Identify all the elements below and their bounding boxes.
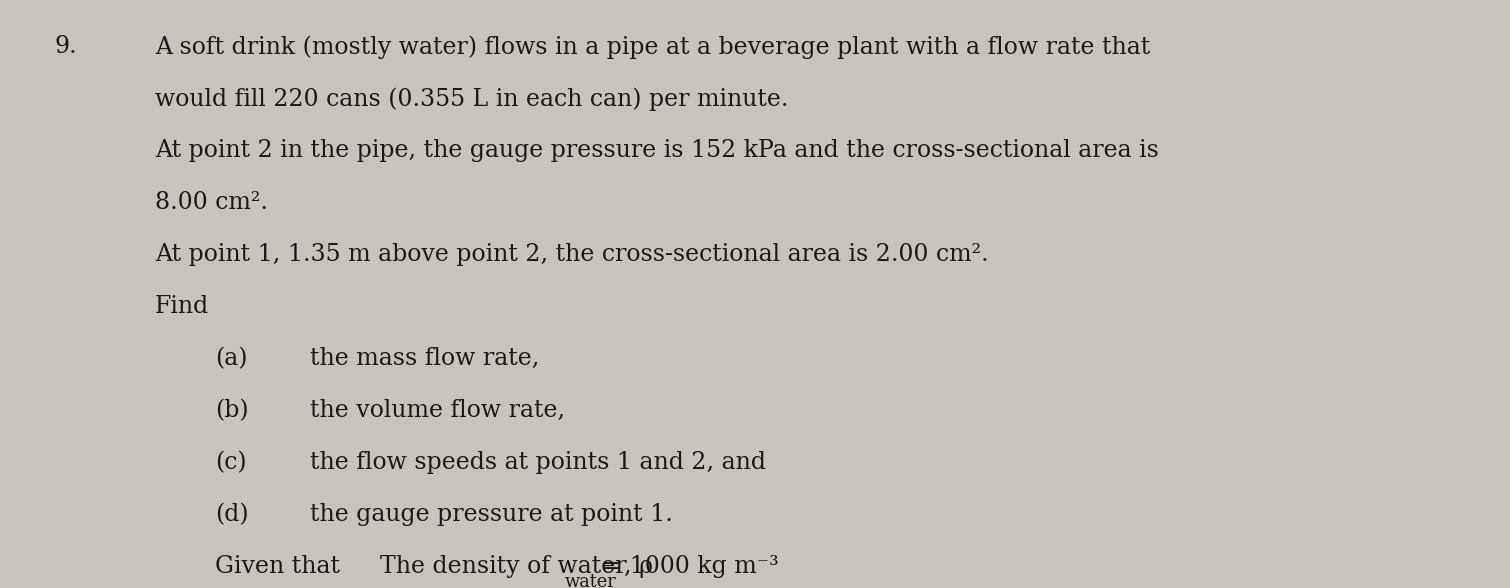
Text: The density of water, ρ: The density of water, ρ: [381, 555, 652, 578]
Text: the volume flow rate,: the volume flow rate,: [310, 399, 565, 422]
Text: = 1000 kg m⁻³: = 1000 kg m⁻³: [595, 555, 779, 578]
Text: (d): (d): [214, 503, 249, 526]
Text: (b): (b): [214, 399, 249, 422]
Text: 8.00 cm².: 8.00 cm².: [156, 191, 267, 214]
Text: (c): (c): [214, 451, 246, 474]
Text: At point 2 in the pipe, the gauge pressure is 152 kPa and the cross-sectional ar: At point 2 in the pipe, the gauge pressu…: [156, 139, 1158, 162]
Text: the gauge pressure at point 1.: the gauge pressure at point 1.: [310, 503, 673, 526]
Text: A soft drink (mostly water) flows in a pipe at a beverage plant with a flow rate: A soft drink (mostly water) flows in a p…: [156, 35, 1151, 59]
Text: At point 1, 1.35 m above point 2, the cross-sectional area is 2.00 cm².: At point 1, 1.35 m above point 2, the cr…: [156, 243, 989, 266]
Text: Find: Find: [156, 295, 210, 318]
Text: would fill 220 cans (0.355 L in each can) per minute.: would fill 220 cans (0.355 L in each can…: [156, 87, 788, 111]
Text: the flow speeds at points 1 and 2, and: the flow speeds at points 1 and 2, and: [310, 451, 766, 474]
Text: water: water: [565, 573, 618, 588]
Text: Given that: Given that: [214, 555, 340, 578]
Text: 9.: 9.: [54, 35, 77, 58]
Text: the mass flow rate,: the mass flow rate,: [310, 347, 539, 370]
Text: (a): (a): [214, 347, 248, 370]
